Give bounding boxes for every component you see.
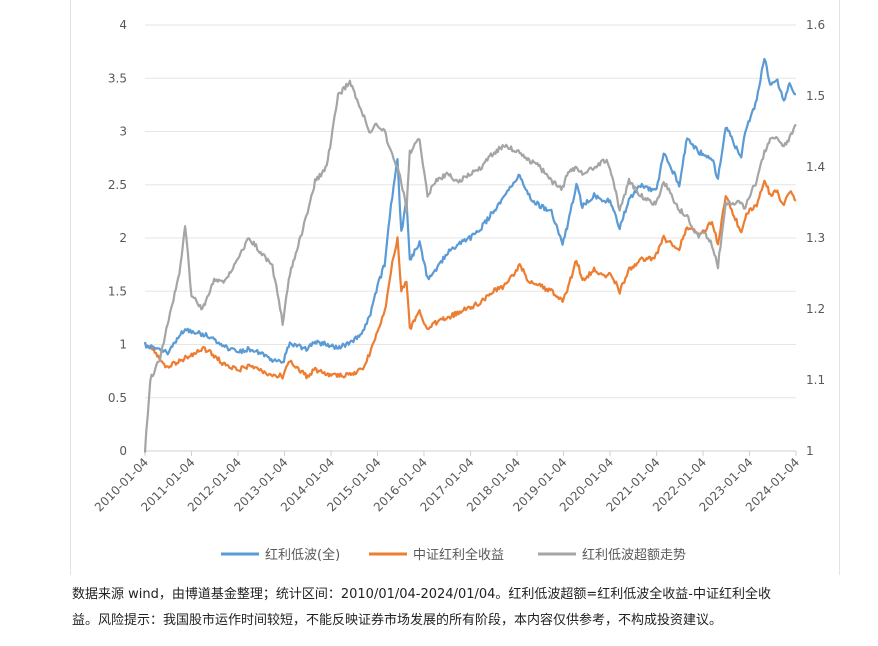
series-line-2 (143, 179, 797, 380)
series-line-3 (143, 79, 797, 453)
left-y-tick-label: 0.5 (108, 391, 127, 405)
right-y-tick-label: 1.5 (806, 89, 825, 103)
right-y-tick-label: 1.6 (806, 18, 825, 32)
right-y-tick-label: 1 (806, 444, 814, 458)
right-y-tick-label: 1.4 (806, 160, 825, 174)
legend-label-1: 红利低波(全) (265, 547, 340, 563)
x-axis: 2010-01-042011-01-042012-01-042013-01-04… (92, 451, 802, 514)
legend: 红利低波(全) 中证红利全收益 红利低波超额走势 (221, 547, 686, 563)
left-y-tick-label: 2 (119, 231, 127, 245)
right-y-tick-label: 1.1 (806, 373, 825, 387)
legend-label-3: 红利低波超额走势 (582, 547, 686, 563)
chart-frame: 0 0.5 1 1.5 2 2.5 3 3.5 4 1 1.1 1.2 1.3 1.4 1.5 1.6 20… (70, 0, 840, 575)
source-note: 数据来源 wind，由博道基金整理；统计区间：2010/01/04-2024/0… (72, 582, 842, 634)
legend-label-2: 中证红利全收益 (413, 547, 504, 563)
left-y-tick-label: 0 (119, 444, 127, 458)
source-note-line-2: 益。风险提示：我国股市运作时间较短，不能反映证券市场发展的所有阶段，本内容仅供参… (72, 613, 723, 628)
source-note-line-1: 数据来源 wind，由博道基金整理；统计区间：2010/01/04-2024/0… (72, 587, 771, 602)
left-y-tick-label: 3.5 (108, 71, 127, 85)
left-y-tick-label: 2.5 (108, 178, 127, 192)
line-chart: 0 0.5 1 1.5 2 2.5 3 3.5 4 1 1.1 1.2 1.3 1.4 1.5 1.6 20… (92, 18, 825, 563)
series-lines (143, 57, 797, 453)
series-line-1 (143, 57, 797, 364)
right-y-tick-label: 1.3 (806, 231, 825, 245)
right-y-tick-label: 1.2 (806, 302, 825, 316)
left-y-tick-label: 1 (119, 338, 127, 352)
left-y-axis: 0 0.5 1 1.5 2 2.5 3 3.5 4 (108, 18, 127, 458)
left-y-tick-label: 4 (119, 18, 127, 32)
left-y-tick-label: 1.5 (108, 284, 127, 298)
right-y-axis: 1 1.1 1.2 1.3 1.4 1.5 1.6 (806, 18, 825, 458)
left-y-tick-label: 3 (119, 125, 127, 139)
